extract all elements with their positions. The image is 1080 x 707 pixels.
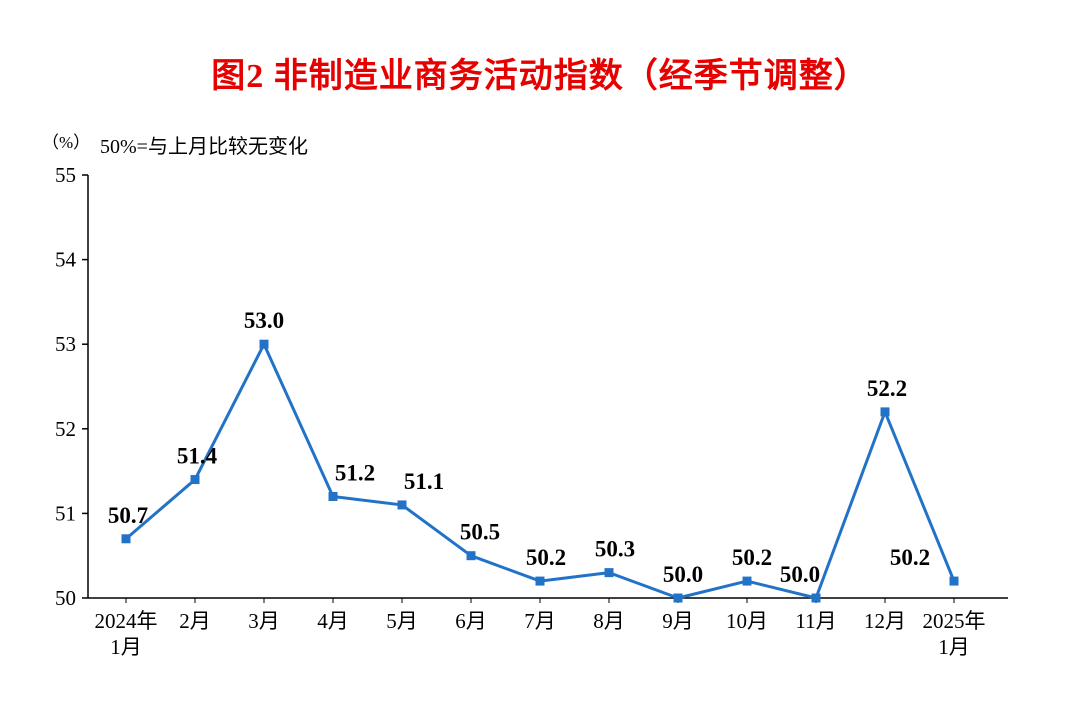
data-point-label: 52.2 (867, 376, 907, 401)
data-point-marker (397, 500, 407, 510)
x-tick-label: 6月 (455, 609, 487, 633)
x-tick-label: 11月 (795, 609, 836, 633)
x-tick-label: 2024年 1月 (95, 609, 158, 659)
x-tick-label: 5月 (386, 609, 418, 633)
data-point-label: 50.7 (108, 503, 148, 528)
data-point-label: 50.5 (460, 520, 500, 545)
data-point-marker (190, 475, 200, 485)
data-point-label: 50.3 (595, 537, 635, 562)
y-tick-label: 50 (55, 586, 76, 610)
data-point-marker (121, 534, 131, 544)
data-point-label: 51.2 (335, 460, 375, 485)
data-point-marker (535, 576, 545, 586)
data-point-marker (604, 568, 614, 578)
data-point-label: 51.4 (177, 444, 218, 469)
y-tick-label: 53 (55, 332, 76, 356)
data-point-label: 53.0 (244, 308, 284, 333)
data-point-label: 50.2 (890, 545, 930, 570)
y-tick-label: 52 (55, 417, 76, 441)
y-tick-label: 54 (55, 248, 77, 272)
x-tick-label: 7月 (524, 609, 556, 633)
data-point-label: 50.2 (732, 545, 772, 570)
data-point-label: 50.0 (663, 562, 703, 587)
y-tick-label: 51 (55, 501, 76, 525)
y-tick-label: 55 (55, 163, 76, 187)
x-tick-label: 4月 (317, 609, 349, 633)
x-tick-label: 9月 (662, 609, 694, 633)
x-tick-label: 2月 (179, 609, 211, 633)
data-point-marker (949, 576, 959, 586)
data-point-marker (880, 407, 890, 417)
data-point-marker (673, 593, 683, 603)
data-point-marker (811, 593, 821, 603)
data-point-marker (466, 551, 476, 561)
data-point-marker (328, 491, 338, 501)
chart-title: 图2 非制造业商务活动指数（经季节调整） (211, 58, 869, 95)
data-point-label: 50.0 (780, 562, 820, 587)
y-axis-unit-label: （%） (42, 133, 91, 152)
x-tick-label: 12月 (864, 609, 906, 633)
data-point-marker (742, 576, 752, 586)
x-tick-label: 2025年 1月 (923, 609, 986, 659)
x-tick-label: 10月 (726, 609, 768, 633)
data-point-label: 51.1 (404, 469, 444, 494)
baseline-note: 50%=与上月比较无变化 (100, 136, 308, 158)
x-tick-label: 8月 (593, 609, 625, 633)
data-point-label: 50.2 (526, 545, 566, 570)
x-tick-label: 3月 (248, 609, 280, 633)
data-point-marker (259, 339, 269, 349)
